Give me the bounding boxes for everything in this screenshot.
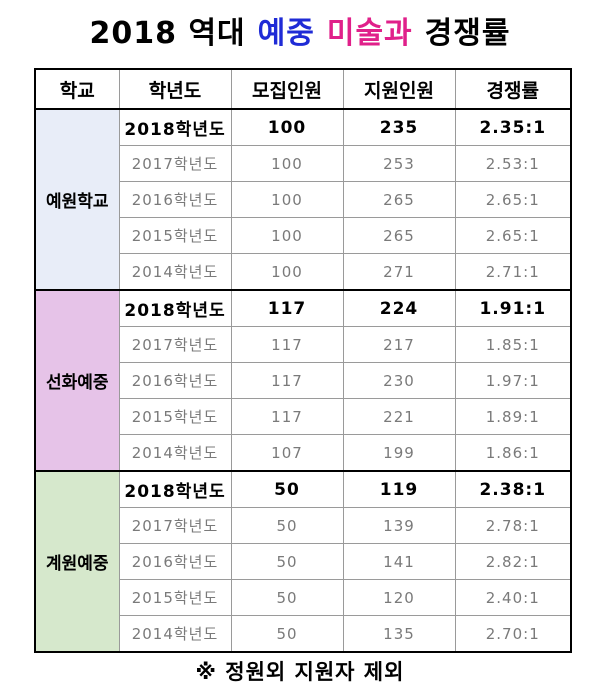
table-row: 2016학년도 117 230 1.97:1: [35, 362, 572, 399]
year-cell: 2014학년도: [118, 615, 232, 653]
quota-cell: 100: [230, 108, 344, 146]
table-row: 예원학교 2018학년도 100 235 2.35:1: [34, 108, 572, 291]
ratio-cell: 1.89:1: [454, 398, 572, 435]
year-cell: 2015학년도: [118, 398, 232, 435]
school-name-cell: 계원예중: [34, 470, 120, 653]
applicants-cell: 235: [342, 108, 456, 146]
year-cell: 2014학년도: [118, 253, 232, 291]
quota-cell: 100: [230, 181, 344, 218]
quota-cell: 50: [230, 579, 344, 616]
applicants-cell: 224: [342, 289, 456, 327]
year-cell: 2018학년도: [118, 108, 232, 146]
quota-cell: 100: [230, 145, 344, 182]
applicants-cell: 271: [342, 253, 456, 291]
applicants-cell: 230: [342, 362, 456, 399]
competition-table: 학교 학년도 모집인원 지원인원 경쟁률 예원학교 2018학년도 100 235 2.…: [34, 68, 572, 653]
applicants-cell: 217: [342, 326, 456, 363]
ratio-cell: 2.65:1: [454, 217, 572, 254]
applicants-cell: 119: [342, 470, 456, 508]
ratio-cell: 1.97:1: [454, 362, 572, 399]
ratio-cell: 2.40:1: [454, 579, 572, 616]
ratio-cell: 1.85:1: [454, 326, 572, 363]
table-row: 2016학년도 100 265 2.65:1: [35, 181, 572, 218]
quota-cell: 117: [230, 289, 344, 327]
quota-cell: 107: [230, 434, 344, 472]
ratio-cell: 2.71:1: [454, 253, 572, 291]
year-cell: 2016학년도: [118, 181, 232, 218]
applicants-cell: 221: [342, 398, 456, 435]
table-row: 2015학년도 100 265 2.65:1: [35, 217, 572, 254]
table-row: 2017학년도 100 253 2.53:1: [35, 145, 572, 182]
applicants-cell: 265: [342, 181, 456, 218]
table-row: 2014학년도 107 199 1.86:1: [35, 434, 572, 472]
header-ratio: 경쟁률: [454, 68, 572, 110]
header-quota: 모집인원: [230, 68, 344, 110]
ratio-cell: 1.86:1: [454, 434, 572, 472]
title-school-type: 예중: [257, 16, 315, 51]
year-cell: 2017학년도: [118, 326, 232, 363]
applicants-cell: 265: [342, 217, 456, 254]
quota-cell: 117: [230, 362, 344, 399]
ratio-cell: 2.65:1: [454, 181, 572, 218]
year-cell: 2016학년도: [118, 362, 232, 399]
year-cell: 2018학년도: [118, 289, 232, 327]
quota-cell: 117: [230, 398, 344, 435]
ratio-cell: 1.91:1: [454, 289, 572, 327]
header-applicants: 지원인원: [342, 68, 456, 110]
year-cell: 2018학년도: [118, 470, 232, 508]
year-cell: 2015학년도: [118, 579, 232, 616]
table-row: 2017학년도 117 217 1.85:1: [35, 326, 572, 363]
quota-cell: 50: [230, 507, 344, 544]
school-name-cell: 예원학교: [34, 108, 120, 291]
quota-cell: 100: [230, 253, 344, 291]
header-year: 학년도: [118, 68, 232, 110]
footnote: ※ 정원외 지원자 제외: [195, 660, 405, 684]
applicants-cell: 199: [342, 434, 456, 472]
applicants-cell: 139: [342, 507, 456, 544]
table-row: 선화예중 2018학년도 117 224 1.91:1: [34, 289, 572, 472]
school-name-cell: 선화예중: [34, 289, 120, 472]
quota-cell: 50: [230, 615, 344, 653]
ratio-cell: 2.38:1: [454, 470, 572, 508]
ratio-cell: 2.70:1: [454, 615, 572, 653]
table-row: 계원예중 2018학년도 50 119 2.38:1: [34, 470, 572, 653]
applicants-cell: 135: [342, 615, 456, 653]
title-department: 미술과: [326, 16, 413, 51]
year-cell: 2017학년도: [118, 507, 232, 544]
title-competition: 경쟁률: [424, 16, 511, 51]
applicants-cell: 141: [342, 543, 456, 580]
table-header-row: 학교 학년도 모집인원 지원인원 경쟁률: [34, 68, 572, 110]
year-cell: 2017학년도: [118, 145, 232, 182]
table-row: 2015학년도 50 120 2.40:1: [35, 579, 572, 616]
ratio-cell: 2.82:1: [454, 543, 572, 580]
ratio-cell: 2.53:1: [454, 145, 572, 182]
applicants-cell: 120: [342, 579, 456, 616]
table-body: 예원학교 2018학년도 100 235 2.35:1 2017학년도 100 253 2.53…: [34, 108, 572, 653]
quota-cell: 50: [230, 543, 344, 580]
quota-cell: 100: [230, 217, 344, 254]
page-title: 2018 역대 예중 미술과 경쟁률: [0, 10, 600, 58]
year-cell: 2016학년도: [118, 543, 232, 580]
title-year: 2018 역대: [89, 16, 246, 51]
ratio-cell: 2.35:1: [454, 108, 572, 146]
quota-cell: 50: [230, 470, 344, 508]
applicants-cell: 253: [342, 145, 456, 182]
table-row: 2015학년도 117 221 1.89:1: [35, 398, 572, 435]
header-school: 학교: [34, 68, 120, 110]
quota-cell: 117: [230, 326, 344, 363]
ratio-cell: 2.78:1: [454, 507, 572, 544]
year-cell: 2015학년도: [118, 217, 232, 254]
table-row: 2014학년도 100 271 2.71:1: [35, 253, 572, 291]
table-row: 2014학년도 50 135 2.70:1: [35, 615, 572, 653]
year-cell: 2014학년도: [118, 434, 232, 472]
